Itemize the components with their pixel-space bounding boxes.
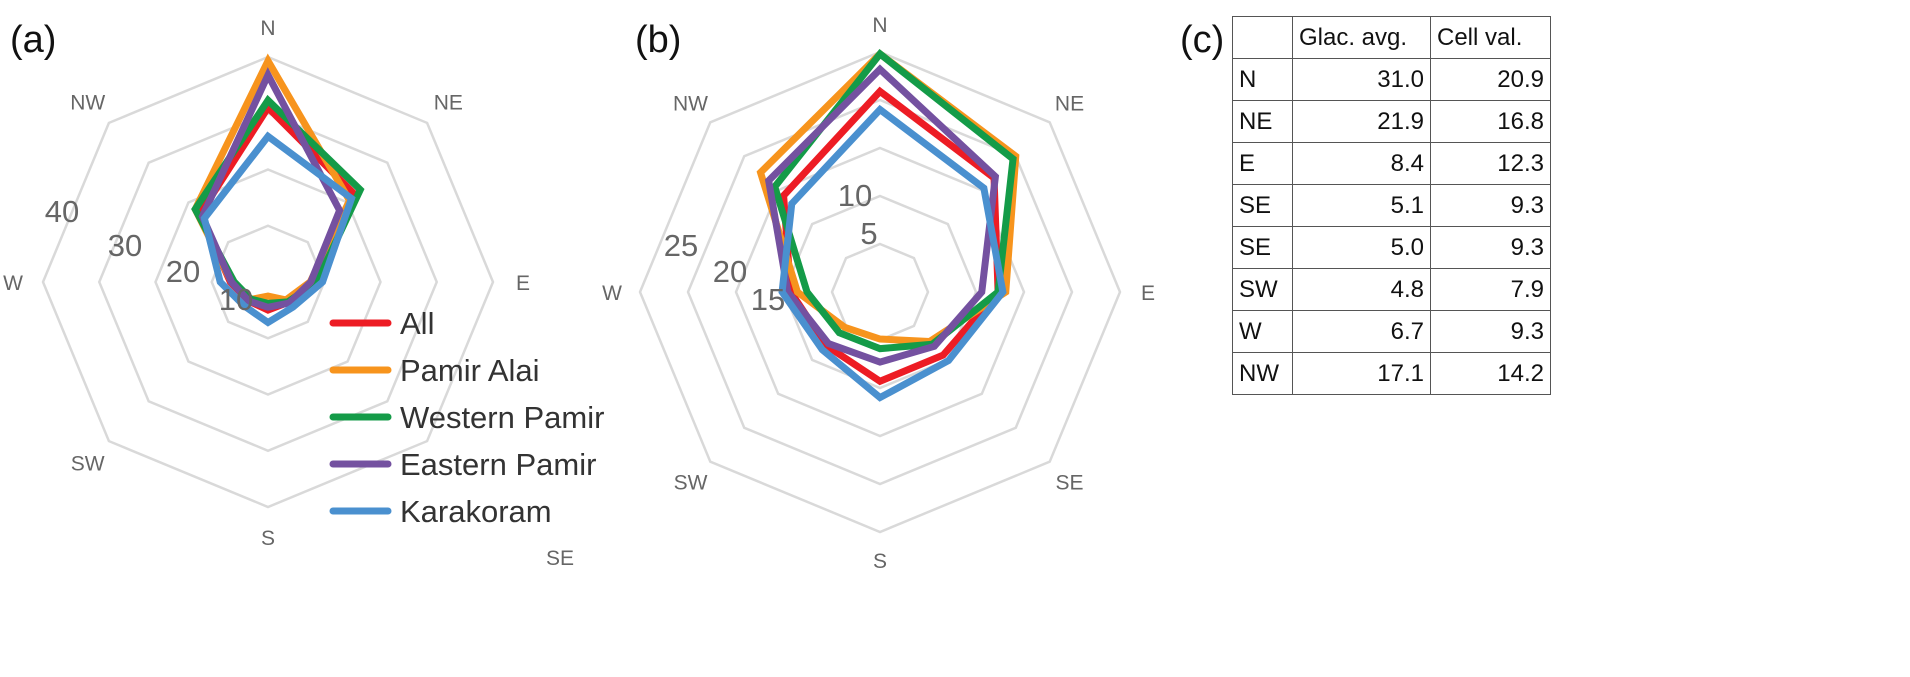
- table-cell: 5.1: [1292, 184, 1431, 227]
- table-cell: 8.4: [1292, 142, 1431, 185]
- aspect-table: Glac. avg. Cell val. N 31.0 20.9 NE 21.9 16.8…: [1232, 16, 1551, 395]
- table-cell: 9.3: [1430, 226, 1551, 269]
- panel-label-c: (c): [1180, 19, 1224, 61]
- axis-label-ne: NE: [434, 92, 463, 115]
- tick-label: 15: [751, 282, 785, 317]
- grid-ring: [686, 98, 1074, 486]
- grid-ring: [638, 50, 1122, 534]
- table-cell: SW: [1232, 268, 1293, 311]
- table-cell: 16.8: [1430, 100, 1551, 143]
- table-row: SW 4.8 7.9: [1232, 268, 1551, 311]
- axis-label-e: E: [516, 272, 530, 295]
- table-row: W 6.7 9.3: [1232, 310, 1551, 353]
- table-cell: 5.0: [1292, 226, 1431, 269]
- tick-label: 5: [860, 216, 877, 251]
- table-cell: 4.8: [1292, 268, 1431, 311]
- panel-label-b: (b): [635, 19, 681, 61]
- table-cell: N: [1232, 58, 1293, 101]
- table-cell: 12.3: [1430, 142, 1551, 185]
- table-cell: W: [1232, 310, 1293, 353]
- series-line-karakoram: [778, 104, 1007, 402]
- axis-label-ne: NE: [1055, 92, 1084, 115]
- header-cell: [1232, 16, 1293, 59]
- table-cell: 7.9: [1430, 268, 1551, 311]
- table-cell: 14.2: [1430, 352, 1551, 395]
- axis-label-nw: NW: [70, 92, 105, 115]
- panel-label-a: (a): [10, 19, 56, 61]
- axis-label-s: S: [873, 550, 887, 573]
- legend-label: Karakoram: [400, 494, 552, 529]
- grid-ring: [97, 111, 439, 453]
- table-row: SE 5.0 9.3: [1232, 226, 1551, 269]
- tick-label: 40: [45, 194, 79, 229]
- tick-label: 10: [838, 178, 872, 213]
- legend-label: All: [400, 306, 434, 341]
- series-line-western-pamir: [770, 49, 1017, 353]
- table-cell: E: [1232, 142, 1293, 185]
- axis-label-e: E: [1141, 282, 1155, 305]
- axis-label-w: W: [3, 272, 23, 295]
- grid-ring: [782, 194, 978, 390]
- axis-label-se: SE: [546, 547, 574, 570]
- table-cell: SE: [1232, 226, 1293, 269]
- table-cell: SE: [1232, 184, 1293, 227]
- table-cell: 17.1: [1292, 352, 1431, 395]
- table-cell: 9.3: [1430, 184, 1551, 227]
- tick-label: 25: [664, 228, 698, 263]
- table-row: NW 17.1 14.2: [1232, 352, 1551, 395]
- table-cell: NW: [1232, 352, 1293, 395]
- tick-label: 20: [166, 254, 200, 289]
- axis-label-n: N: [872, 14, 887, 37]
- table-cell: 21.9: [1292, 100, 1431, 143]
- header-cell: Glac. avg.: [1292, 16, 1431, 59]
- axis-label-sw: SW: [71, 452, 105, 475]
- axis-label-se: SE: [1055, 472, 1083, 495]
- legend: All Pamir Alai Western Pamir Eastern Pamir K…: [329, 306, 604, 529]
- table-cell: 31.0: [1292, 58, 1431, 101]
- header-cell: Cell val.: [1430, 16, 1551, 59]
- axis-label-nw: NW: [673, 92, 708, 115]
- series-line-all: [196, 102, 360, 314]
- tick-label: 30: [108, 228, 142, 263]
- legend-label: Eastern Pamir: [400, 447, 596, 482]
- table-row: NE 21.9 16.8: [1232, 100, 1551, 143]
- table-row: SE 5.1 9.3: [1232, 184, 1551, 227]
- table-cell: 6.7: [1292, 310, 1431, 353]
- series-line-karakoram: [200, 131, 356, 327]
- axis-label-sw: SW: [674, 472, 708, 495]
- table-cell: 9.3: [1430, 310, 1551, 353]
- grid-ring: [154, 168, 382, 396]
- table-header-row: Glac. avg. Cell val.: [1232, 16, 1551, 59]
- axis-label-w: W: [602, 282, 622, 305]
- radar-chart-a: N NE E SE S SW W NW 10 20 30 40: [3, 17, 574, 570]
- table-cell: NE: [1232, 100, 1293, 143]
- tick-label: 10: [219, 282, 253, 317]
- legend-label: Pamir Alai: [400, 353, 540, 388]
- axis-label-s: S: [261, 527, 275, 550]
- table-row: E 8.4 12.3: [1232, 142, 1551, 185]
- grid-ring: [41, 55, 495, 509]
- tick-label: 20: [713, 254, 747, 289]
- table-cell: 20.9: [1430, 58, 1551, 101]
- legend-label: Western Pamir: [400, 400, 604, 435]
- axis-label-n: N: [260, 17, 275, 40]
- table-row: N 31.0 20.9: [1232, 58, 1551, 101]
